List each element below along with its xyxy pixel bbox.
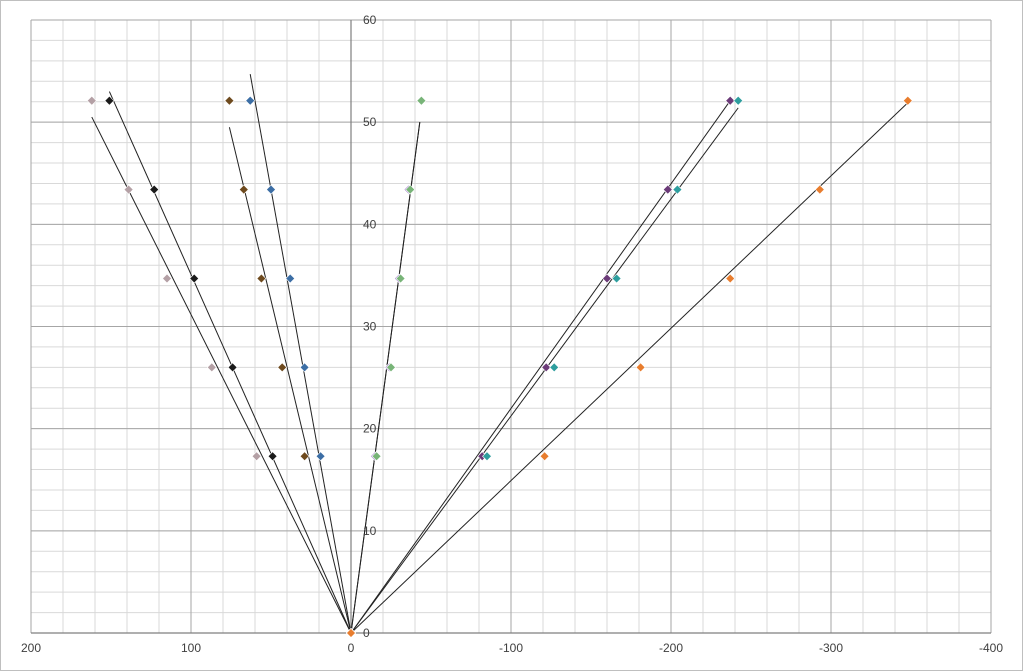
data-point (346, 628, 356, 638)
data-point (482, 451, 492, 462)
data-point (902, 95, 913, 106)
data-point (266, 184, 276, 195)
data-point (256, 273, 267, 284)
y-tick-label: 40 (363, 217, 377, 231)
x-tick-label: -100 (499, 641, 523, 655)
data-point (725, 95, 736, 106)
data-point (285, 273, 296, 284)
data-point (416, 95, 427, 106)
data-point (162, 273, 172, 284)
data-point (611, 273, 622, 284)
trendline-7 (350, 100, 731, 634)
y-tick-label: 10 (363, 524, 377, 538)
x-tick-label: -400 (979, 641, 1003, 655)
trendline-9 (350, 102, 909, 634)
data-points (86, 95, 913, 638)
trendline-1 (91, 116, 352, 634)
data-point (149, 184, 160, 195)
data-point (672, 184, 683, 195)
x-tick-label: 100 (181, 641, 201, 655)
data-point (405, 184, 416, 195)
data-point (245, 95, 256, 106)
x-tick-label: 0 (348, 641, 355, 655)
data-point (733, 95, 744, 106)
axes (31, 20, 991, 634)
trendline-4 (249, 74, 352, 634)
data-point (602, 273, 612, 284)
data-point (206, 362, 217, 373)
trendline-3 (228, 127, 352, 634)
y-tick-label: 50 (363, 115, 377, 129)
y-tick-label: 30 (363, 320, 377, 334)
data-point (104, 95, 115, 106)
x-tick-label: 200 (21, 641, 41, 655)
data-point (267, 451, 278, 462)
data-point (541, 362, 552, 373)
data-point (315, 451, 326, 462)
y-tick-label: 20 (363, 422, 377, 436)
data-point (123, 184, 134, 195)
data-point (251, 451, 262, 462)
data-point (662, 184, 673, 195)
data-point (635, 362, 646, 373)
data-point (386, 362, 396, 373)
data-point (395, 273, 406, 284)
data-point (299, 362, 310, 373)
y-axis-tick-labels: 0 10 20 30 40 50 60 (363, 13, 377, 640)
data-point (227, 362, 238, 373)
data-point (189, 273, 200, 284)
x-axis-tick-labels: 200 100 0 -100 -200 -300 -400 (21, 641, 1003, 655)
major-gridlines (30, 19, 992, 634)
x-tick-label: -300 (819, 641, 843, 655)
data-point (277, 362, 288, 373)
data-point (725, 273, 736, 284)
data-point (814, 184, 825, 195)
data-point (371, 451, 382, 462)
y-tick-label: 0 (363, 626, 370, 640)
data-point (299, 451, 310, 462)
x-tick-label: -200 (659, 641, 683, 655)
trendline-6 (350, 122, 421, 634)
y-tick-label: 60 (363, 13, 377, 27)
data-point (86, 95, 97, 106)
trendline-2 (108, 91, 352, 634)
data-point (224, 95, 235, 106)
data-point (549, 362, 560, 373)
data-point (238, 184, 249, 195)
trendlines (91, 74, 909, 634)
data-point (539, 451, 550, 462)
